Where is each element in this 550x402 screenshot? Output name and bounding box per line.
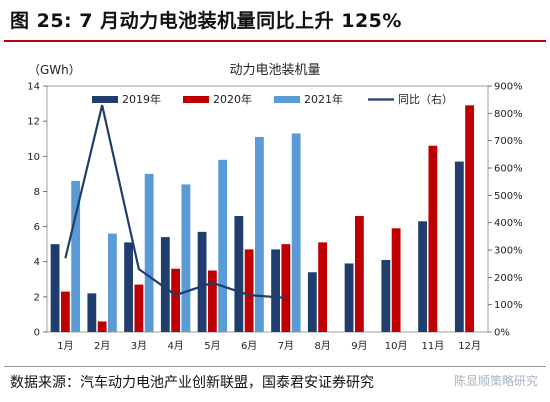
yoy-line [64,104,286,299]
x-tick-label: 1月 [57,340,73,352]
bar-2020年-2月 [97,321,107,332]
bar-2019年-10月 [381,259,391,332]
x-tick-label: 6月 [241,340,257,352]
title-rule [4,40,546,42]
x-tick-label: 11月 [422,340,445,352]
watermark-text: 陈显顺策略研究 [453,374,538,388]
bar-2021年-6月 [255,136,264,332]
bar-2019年-6月 [234,216,244,332]
y-right-tick-label: 200% [494,273,523,284]
x-tick-label: 2月 [94,340,110,352]
x-tick-label: 9月 [351,340,367,352]
bar-2020年-7月 [281,244,291,332]
bar-2021年-2月 [108,233,117,332]
bar-2020年-1月 [60,291,70,332]
legend-label-2020年: 2020年 [213,92,252,106]
y-right-tick-label: 400% [494,218,523,229]
legend-label-2021年: 2021年 [304,92,343,106]
y-left-tick-label: 6 [34,222,40,233]
y-right-tick-label: 900% [494,82,523,93]
y-left-tick-label: 14 [27,82,40,93]
bar-2021年-3月 [144,173,154,332]
bar-2019年-11月 [418,221,427,332]
bar-2020年-5月 [207,270,217,332]
legend: 2019年 2020年 2021年 同比（右） [92,92,453,106]
bar-2021年-5月 [218,159,228,332]
battery-install-chart: 动力电池装机量 （GWh） 2019年 2020年 2021年 同比（右） 0 2 4 6 8… [27,63,522,353]
bar-2021年-1月 [71,180,81,332]
figure-title: 图 25: 7 月动力电池装机量同比上升 125% [10,10,402,32]
source-rule [4,366,546,367]
bar-2019年-1月 [50,244,60,332]
x-tick-label: 8月 [314,340,330,352]
x-tick-label: 12月 [458,340,481,352]
bar-2020年-4月 [171,268,181,332]
bar-2021年-7月 [291,133,301,332]
y-axis-label: （GWh） [28,63,81,77]
legend-swatch-2021年 [274,96,300,103]
source-note: 数据来源：汽车动力电池产业创新联盟，国泰君安证券研究 [10,375,374,391]
bar-2019年-7月 [271,249,280,332]
bar-2020年-10月 [391,228,401,332]
legend-swatch-2020年 [183,96,209,103]
y-left-tick-label: 4 [34,257,40,268]
legend-swatch-2019年 [92,96,118,103]
chart-title: 动力电池装机量 [229,63,320,78]
bar-2020年-12月 [465,105,475,332]
y-right-tick-label: 600% [494,164,523,175]
bar-2019年-4月 [160,237,170,332]
y-right-tick-label: 500% [494,191,523,202]
x-tick-label: 4月 [167,340,183,352]
y-right-tick-label: 700% [494,136,523,147]
bar-2019年-3月 [124,242,133,332]
y-right-tick-label: 0% [494,328,510,339]
bar-2019年-9月 [344,263,354,332]
bar-2019年-8月 [307,272,317,332]
x-tick-label: 10月 [385,340,408,352]
y-left-tick-label: 2 [34,292,40,303]
bar-2020年-8月 [318,242,328,332]
x-tick-label: 3月 [131,340,147,352]
bar-2020年-6月 [244,249,254,332]
bar-2019年-12月 [454,161,464,332]
bar-2021年-4月 [181,184,191,332]
bar-2019年-5月 [197,231,207,332]
y-left-tick-label: 12 [27,117,40,128]
bar-2020年-9月 [354,216,364,332]
y-left-tick-label: 10 [27,152,40,163]
y-right-tick-label: 800% [494,109,523,120]
legend-label-2019年: 2019年 [122,92,161,106]
plot-border [46,85,489,333]
x-tick-label: 7月 [278,340,294,352]
plot-area: 0 2 4 6 8 10 12 14 0% 100% 200% 300% 400% 500% 600% 700… [27,82,522,353]
bar-2020年-3月 [134,284,144,332]
x-tick-label: 5月 [204,340,220,352]
bar-2019年-2月 [87,293,97,332]
y-left-tick-label: 8 [34,187,40,198]
y-right-tick-label: 300% [494,246,523,257]
bar-2020年-11月 [428,145,438,332]
y-left-tick-label: 0 [34,328,40,339]
legend-label-同比（右）: 同比（右） [398,92,453,106]
y-right-tick-label: 100% [494,300,523,311]
